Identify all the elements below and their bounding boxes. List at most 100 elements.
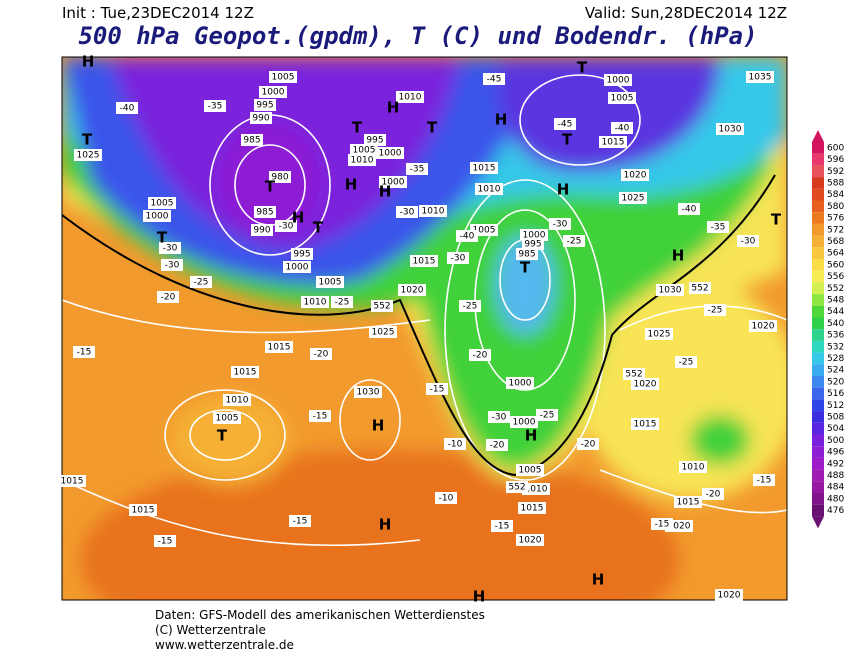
colorbar-label: 480 xyxy=(827,494,844,504)
pressure-label-box xyxy=(364,134,386,146)
temperature-label-box xyxy=(73,346,95,358)
pressure-label: 1030 xyxy=(357,388,380,398)
pressure-label-box xyxy=(470,162,498,174)
pressure-center: H xyxy=(557,181,570,199)
temperature-label-box xyxy=(707,221,729,233)
temperature-label: -30 xyxy=(492,413,507,423)
pressure-label: 1015 xyxy=(413,257,436,267)
pressure-label: 995 xyxy=(524,240,541,250)
pressure-label: 980 xyxy=(271,173,288,183)
temperature-label-box xyxy=(406,163,428,175)
pressure-center: T xyxy=(427,119,438,137)
colorbar-label: 600 xyxy=(827,143,844,153)
pressure-label: 1005 xyxy=(611,94,634,104)
pressure-label: 1020 xyxy=(519,536,542,546)
pressure-label: 985 xyxy=(243,136,260,146)
pressure-label-box xyxy=(354,386,382,398)
temperature-label-box xyxy=(435,492,457,504)
colorbar-label: 520 xyxy=(827,377,844,387)
colorbar-label: 544 xyxy=(827,307,844,317)
colorbar-swatch xyxy=(812,317,824,330)
pressure-center: H xyxy=(525,427,538,445)
pressure-label-box xyxy=(143,210,171,222)
temperature-label: -15 xyxy=(313,412,328,422)
colorbar-swatch xyxy=(812,469,824,482)
pressure-label: 1005 xyxy=(319,278,342,288)
valid-time: Valid: Sun,28DEC2014 12Z xyxy=(585,4,787,22)
pressure-label-box xyxy=(621,169,649,181)
pressure-label-box xyxy=(348,154,376,166)
temperature-label-box xyxy=(689,282,711,294)
pressure-label-box xyxy=(316,276,344,288)
pressure-label-box xyxy=(254,99,276,111)
temperature-label-box xyxy=(506,481,528,493)
temperature-label: -25 xyxy=(335,298,350,308)
colorbar-arrow xyxy=(812,516,824,529)
pressure-label: 1020 xyxy=(401,286,424,296)
pressure-label: 1000 xyxy=(382,178,405,188)
pressure-label-box xyxy=(74,149,102,161)
pressure-label-box xyxy=(213,412,241,424)
pressure-label: 1010 xyxy=(422,207,445,217)
pressure-label: 1010 xyxy=(304,298,327,308)
colorbar-swatch xyxy=(812,305,824,318)
pressure-label: 1030 xyxy=(719,125,742,135)
colorbar-label: 496 xyxy=(827,448,844,458)
colorbar-label: 492 xyxy=(827,459,844,469)
temperature-label-box xyxy=(737,235,759,247)
pressure-label: 1020 xyxy=(634,380,657,390)
temperature-label-box xyxy=(486,439,508,451)
pressure-label: 1020 xyxy=(668,522,691,532)
pressure-label: 1025 xyxy=(77,151,100,161)
colorbar-label: 560 xyxy=(827,260,844,270)
colorbar-swatch xyxy=(812,270,824,283)
temperature-label-box xyxy=(702,488,724,500)
pressure-label-box xyxy=(410,255,438,267)
colorbar-swatch xyxy=(812,457,824,470)
colorbar-label: 476 xyxy=(827,506,844,516)
temperature-label-box xyxy=(554,118,576,130)
pressure-label: 995 xyxy=(366,136,383,146)
pressure-center: T xyxy=(157,229,168,247)
pressure-label-box xyxy=(419,205,447,217)
pressure-label-box xyxy=(398,284,426,296)
pressure-label-box xyxy=(608,92,636,104)
pressure-label: 985 xyxy=(256,208,273,218)
pressure-label: 1015 xyxy=(132,506,155,516)
pressure-center: H xyxy=(495,111,508,129)
pressure-center: T xyxy=(82,131,93,149)
temperature-label-box xyxy=(491,520,513,532)
pressure-label-box xyxy=(522,238,544,250)
colorbar-label: 500 xyxy=(827,436,844,446)
pressure-label: 1025 xyxy=(622,194,645,204)
pressure-label-box xyxy=(301,296,329,308)
pressure-label-box xyxy=(291,248,313,260)
pressure-label: 1005 xyxy=(151,199,174,209)
pressure-label: 1015 xyxy=(602,138,625,148)
pressure-label: 1030 xyxy=(659,286,682,296)
colorbar-arrow xyxy=(812,130,824,142)
pressure-label-box xyxy=(679,461,707,473)
pressure-label-box xyxy=(129,504,157,516)
pressure-label: 1020 xyxy=(752,322,775,332)
temperature-label-box xyxy=(310,348,332,360)
pressure-label-box xyxy=(715,589,743,601)
colorbar-label: 512 xyxy=(827,401,844,411)
pressure-label-box xyxy=(674,496,702,508)
temperature-label: -30 xyxy=(553,220,568,230)
pressure-center: H xyxy=(379,183,392,201)
colorbar-swatch xyxy=(812,504,824,517)
temperature-label-box xyxy=(483,73,505,85)
colorbar-label: 532 xyxy=(827,342,844,352)
temperature-label-box xyxy=(275,220,297,232)
colorbar-swatch xyxy=(812,165,824,178)
pressure-label: 1005 xyxy=(519,466,542,476)
colorbar-swatch xyxy=(812,200,824,213)
temperature-label: -25 xyxy=(708,306,723,316)
pressure-label-box xyxy=(251,224,273,236)
temperature-label: -20 xyxy=(473,351,488,361)
pressure-label: 1000 xyxy=(286,263,309,273)
pressure-label: 990 xyxy=(253,226,270,236)
temperature-label-box xyxy=(204,100,226,112)
pressure-label-box xyxy=(506,377,534,389)
